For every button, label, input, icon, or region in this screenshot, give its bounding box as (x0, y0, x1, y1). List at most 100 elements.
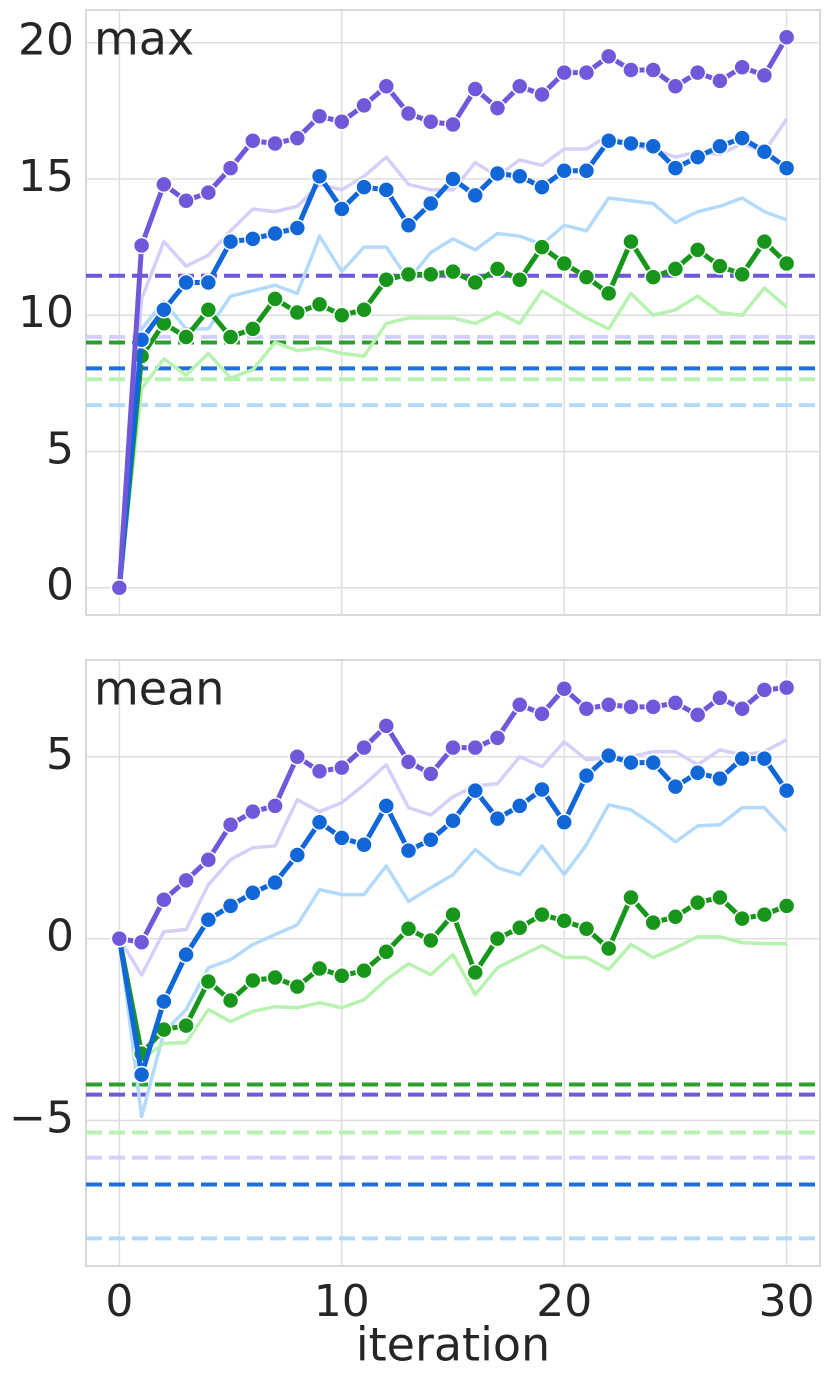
data-point (355, 738, 373, 757)
data-point (333, 966, 351, 985)
data-point (666, 694, 685, 712)
reference-series-line (117, 935, 787, 1062)
data-point (733, 58, 751, 76)
data-point (688, 706, 707, 724)
data-point (177, 871, 195, 890)
data-point (755, 232, 774, 251)
data-point (510, 77, 529, 96)
panel: 0 10 20 30 −5 0 5 mean iteration (9, 659, 821, 1372)
data-point (155, 175, 173, 194)
data-point (622, 134, 640, 153)
data-point (533, 705, 551, 723)
data-point (244, 230, 262, 248)
data-point (488, 929, 507, 948)
x-axis-label: iteration (356, 1318, 550, 1372)
data-point (333, 829, 351, 847)
data-point (577, 268, 596, 286)
data-point (266, 224, 284, 243)
data-point (755, 681, 774, 699)
data-point (444, 812, 462, 830)
data-point (599, 695, 618, 714)
data-point (110, 929, 129, 948)
data-point (288, 219, 307, 237)
data-point (444, 905, 462, 924)
data-point (444, 262, 462, 281)
data-point (577, 63, 596, 82)
data-point (310, 813, 329, 831)
data-point (333, 758, 351, 777)
data-point (266, 134, 284, 153)
data-point (711, 689, 729, 707)
data-point (199, 301, 218, 319)
data-point (688, 63, 707, 82)
data-point (510, 918, 529, 937)
plot-area (85, 659, 821, 1267)
data-point (177, 945, 195, 964)
data-point (466, 781, 484, 800)
data-point (310, 167, 329, 185)
data-point (132, 236, 151, 255)
data-point (199, 910, 218, 929)
data-point (599, 47, 618, 66)
data-point (466, 186, 484, 205)
data-point (622, 61, 640, 79)
data-point (510, 695, 529, 714)
data-point (221, 232, 240, 251)
data-point (422, 194, 440, 213)
data-point (399, 841, 418, 860)
data-point (666, 908, 685, 926)
data-point (355, 961, 373, 980)
data-point (533, 905, 551, 924)
x-tick-label: 10 (314, 1276, 370, 1327)
y-tick-label: −5 (9, 1093, 74, 1144)
y-tick-label: 20 (18, 15, 74, 66)
data-point (577, 162, 596, 180)
data-point (777, 897, 796, 915)
data-point (599, 284, 618, 303)
data-point (466, 80, 484, 98)
panel: 0 5 10 15 20 max (18, 9, 821, 616)
data-point (377, 271, 396, 289)
data-point (288, 977, 307, 996)
data-point (510, 167, 529, 185)
panel-title: max (94, 12, 194, 66)
data-point (355, 96, 373, 115)
data-point (644, 268, 662, 286)
data-point (622, 232, 640, 251)
data-point (288, 303, 307, 322)
x-tick-label: 0 (105, 1276, 133, 1327)
data-point (355, 836, 373, 854)
data-point (221, 328, 240, 346)
data-point (466, 273, 484, 292)
reference-series-line (117, 803, 788, 1119)
y-tick-label: 10 (18, 287, 74, 338)
y-tick-label: 0 (46, 560, 74, 611)
data-point (310, 762, 329, 781)
data-point (288, 846, 307, 864)
data-point (733, 699, 751, 718)
data-point (288, 129, 307, 147)
data-point (266, 873, 284, 892)
data-point (310, 107, 329, 126)
data-point (199, 273, 218, 292)
data-point (644, 753, 662, 772)
data-point (266, 290, 284, 308)
data-point (444, 738, 462, 757)
data-point (377, 942, 396, 961)
data-point (688, 893, 707, 912)
data-point (777, 678, 796, 697)
data-point (466, 738, 484, 757)
data-point (377, 797, 396, 815)
data-point (377, 181, 396, 199)
data-point (555, 679, 573, 698)
data-point (155, 890, 173, 909)
data-point (177, 192, 195, 210)
data-point (288, 748, 307, 766)
data-point (221, 897, 240, 915)
data-point (310, 295, 329, 314)
data-point (422, 765, 440, 783)
data-point (577, 920, 596, 938)
x-tick-label: 20 (536, 1276, 592, 1327)
data-point (777, 254, 796, 273)
data-point (488, 99, 507, 117)
